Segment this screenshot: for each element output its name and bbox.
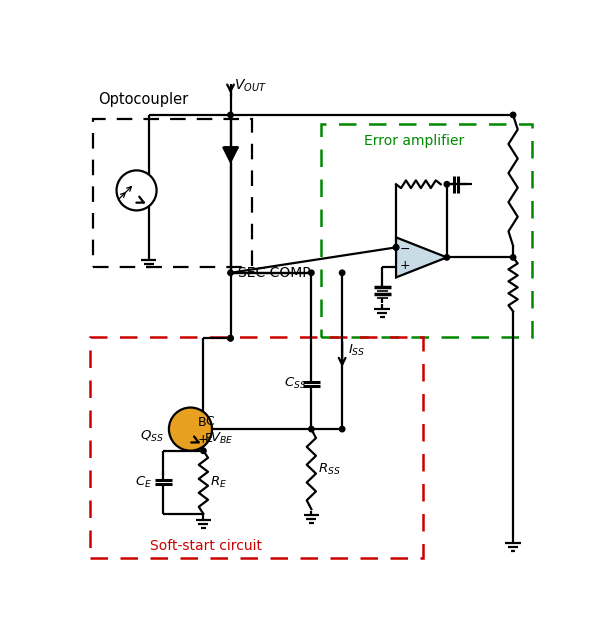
Bar <box>322 124 532 337</box>
Circle shape <box>511 255 516 260</box>
Text: $V_{OUT}$: $V_{OUT}$ <box>235 78 267 94</box>
Bar <box>94 118 252 268</box>
Text: $I_{SS}$: $I_{SS}$ <box>349 343 365 358</box>
Circle shape <box>228 112 233 118</box>
Text: B: B <box>198 417 206 429</box>
Text: $V_{BE}$: $V_{BE}$ <box>209 431 233 446</box>
Bar <box>91 337 423 557</box>
Text: SEC COMP: SEC COMP <box>238 266 311 280</box>
Text: Soft-start circuit: Soft-start circuit <box>151 539 262 553</box>
Circle shape <box>308 270 314 275</box>
Circle shape <box>394 245 399 250</box>
Text: $R_{SS}$: $R_{SS}$ <box>317 462 340 476</box>
Text: Optocoupler: Optocoupler <box>98 92 188 107</box>
Text: E: E <box>205 432 213 445</box>
Text: −: − <box>399 243 410 256</box>
Text: Error amplifier: Error amplifier <box>364 134 464 148</box>
Text: C: C <box>205 415 214 428</box>
Circle shape <box>116 170 157 210</box>
Text: +: + <box>198 433 209 447</box>
Polygon shape <box>223 147 238 162</box>
Circle shape <box>201 448 206 454</box>
Circle shape <box>444 255 449 260</box>
Circle shape <box>444 182 449 187</box>
Polygon shape <box>396 238 447 277</box>
Circle shape <box>340 270 345 275</box>
Circle shape <box>394 245 399 250</box>
Text: $R_E$: $R_E$ <box>209 475 227 490</box>
Circle shape <box>511 112 516 118</box>
Text: +: + <box>399 259 410 272</box>
Circle shape <box>228 336 233 341</box>
Text: $Q_{SS}$: $Q_{SS}$ <box>140 429 164 445</box>
Circle shape <box>228 270 233 275</box>
Text: $C_{SS}$: $C_{SS}$ <box>284 376 307 391</box>
Circle shape <box>169 408 212 450</box>
Circle shape <box>340 426 345 432</box>
Circle shape <box>228 336 233 341</box>
Circle shape <box>308 426 314 432</box>
Text: $C_E$: $C_E$ <box>135 475 152 490</box>
